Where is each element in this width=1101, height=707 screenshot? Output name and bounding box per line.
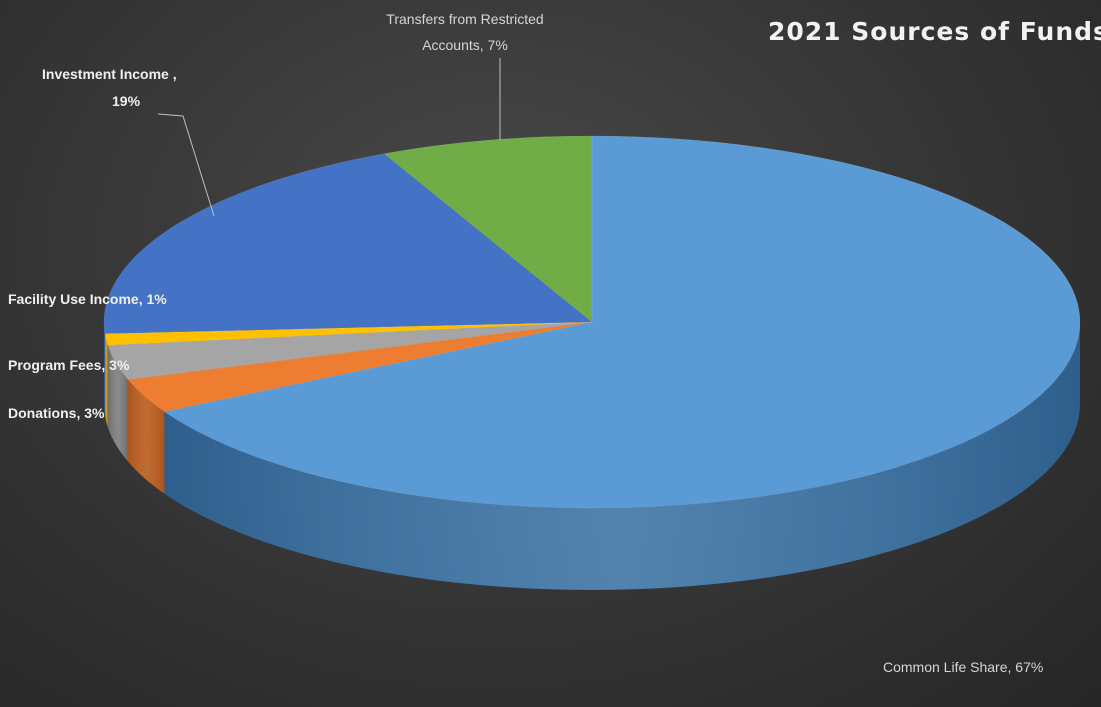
pie-side-donations [127,379,165,494]
leader-line-investment-income [157,113,215,217]
pie-slice-common-life-share [163,135,1081,509]
data-label-donations: Donations, 3% [8,405,105,421]
pie-side-facility-use-income [104,333,108,428]
data-label-transfers-from-restricted-accounts: Transfers from Restricted [386,11,543,27]
pie-labels: Common Life Share, 67% Donations, 3% Progr… [8,11,1043,675]
pie-sides [104,322,1081,590]
data-label-common-life-share: Common Life Share, 67% [883,659,1043,675]
pie-slice-investment-income [103,153,593,334]
pie-side-investment-income [104,322,105,416]
data-label-program-fees: Program Fees, 3% [8,357,130,373]
data-label-transfers-from-restricted-accounts-line2: Accounts, 7% [422,37,508,53]
pie-slice-donations [127,321,593,412]
pie-side-common-life-share [164,322,1081,590]
pie-slices [103,135,1081,509]
pie-slice-transfers-from-restricted-accounts [383,135,593,323]
pie-slice-program-fees [107,321,593,380]
chart-title: 2021 Sources of Funds [768,17,1101,46]
pie-side-program-fees [107,345,128,462]
data-label-facility-use-income: Facility Use Income, 1% [8,291,167,307]
pie-slice-facility-use-income [104,321,593,346]
data-label-investment-income-line2: 19% [112,93,141,109]
data-label-investment-income: Investment Income , [42,66,177,82]
